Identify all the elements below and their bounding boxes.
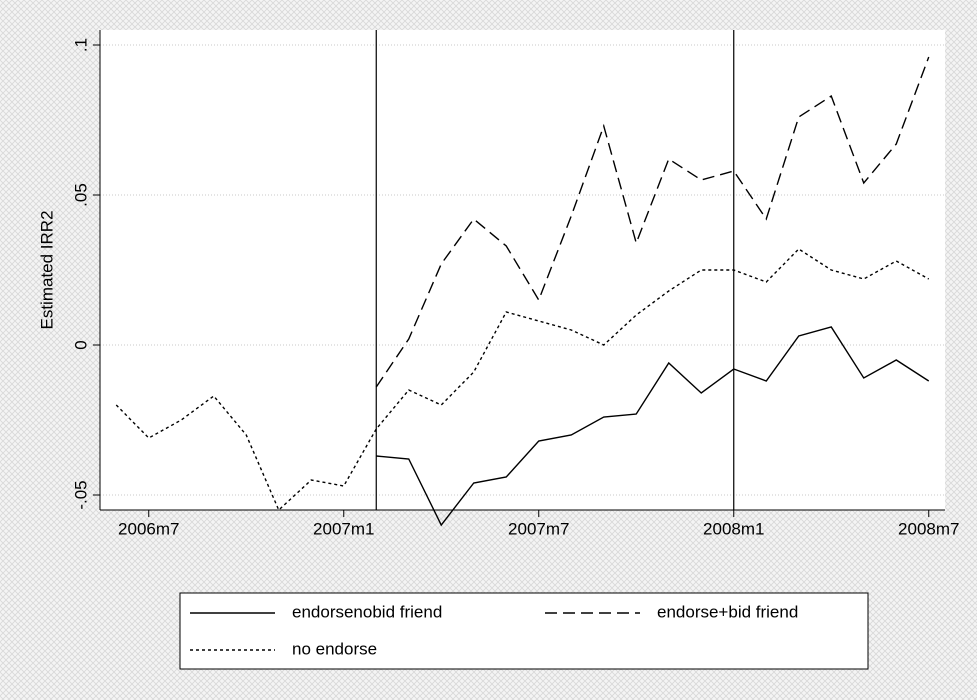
legend-label: endorse+bid friend: [657, 602, 798, 621]
y-tick-label: -.05: [71, 480, 90, 509]
series-line: [115, 248, 930, 512]
y-tick-label: 0: [71, 340, 90, 349]
x-tick-label: 2007m7: [508, 519, 569, 538]
plot-area: [100, 30, 945, 510]
y-tick-label: .1: [71, 38, 90, 52]
legend-box: [179, 592, 869, 670]
x-tick-label: 2008m7: [898, 519, 959, 538]
series-line: [376, 326, 930, 527]
y-axis-label: Estimated IRR2: [37, 210, 56, 329]
series-line: [375, 56, 930, 388]
x-tick-label: 2007m1: [313, 519, 374, 538]
x-tick-label: 2008m1: [703, 519, 764, 538]
y-tick-label: .05: [71, 183, 90, 207]
x-tick-label: 2006m7: [118, 519, 179, 538]
legend-label: endorsenobid friend: [292, 602, 442, 621]
legend-label: no endorse: [292, 639, 377, 658]
